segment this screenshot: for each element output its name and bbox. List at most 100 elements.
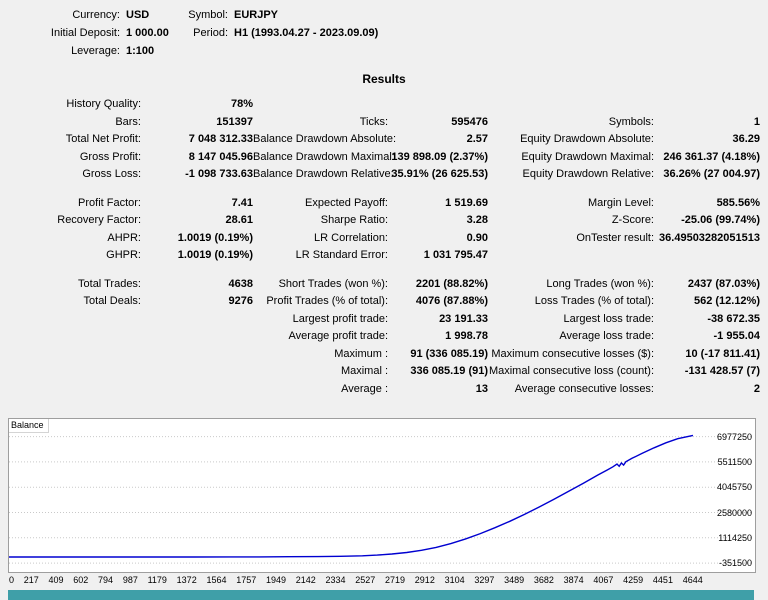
- stat-label: Maximal consecutive loss (count):: [488, 365, 654, 377]
- stat-label: Gross Profit:: [79, 150, 141, 163]
- stat-label: Total Deals:: [83, 295, 141, 307]
- stat-value: 23 191.33: [439, 312, 488, 325]
- stat-label: Largest loss trade:: [563, 312, 655, 325]
- symbol-value: EURJPY: [234, 9, 279, 21]
- y-axis-label: 4045750: [716, 482, 752, 493]
- chart-bottom-strip: [8, 590, 754, 600]
- initial-deposit-label: Initial Deposit:: [50, 27, 120, 39]
- stat-label: Bars:: [115, 115, 141, 128]
- stat-value: 1 031 795.47: [423, 249, 488, 261]
- stat-label: [488, 96, 654, 114]
- stat-label: Average consecutive losses:: [514, 382, 654, 395]
- stat-label: Largest profit trade:: [292, 312, 388, 325]
- stat-value: 562 (12.12%): [693, 295, 760, 307]
- leverage-label: Leverage:: [71, 45, 120, 57]
- stat-value: 1 519.69: [445, 196, 488, 209]
- stat-value: 36.29: [732, 133, 760, 145]
- stat-label: OnTester result:: [576, 231, 654, 244]
- spacer-row: [8, 184, 760, 195]
- stat-label: Sharpe Ratio:: [320, 214, 388, 226]
- stat-label: Balance Drawdown Absolute:: [253, 133, 397, 145]
- stat-label: Z-Score:: [611, 214, 654, 226]
- stat-value: 28.61: [225, 214, 253, 226]
- results-stats-table: History Quality: 78% Bars: 151397 Ticks: 5954…: [8, 96, 760, 398]
- x-axis-label: 602: [73, 575, 89, 585]
- stat-label: Ticks:: [359, 115, 388, 128]
- results-title: Results: [362, 72, 406, 86]
- stat-value: 4076 (87.88%): [415, 295, 488, 307]
- stat-value: 0.90: [466, 231, 488, 244]
- stat-label: Short Trades (won %):: [278, 277, 388, 290]
- x-axis-label: 4259: [623, 575, 644, 585]
- stat-value: 4638: [228, 277, 253, 290]
- balance-curve: [9, 434, 753, 564]
- x-axis-label: 1372: [176, 575, 197, 585]
- test-settings: Currency: USD Symbol: EURJPY Initial Dep…: [8, 6, 760, 60]
- initial-deposit-value: 1 000.00: [126, 27, 169, 39]
- stat-label: [8, 363, 141, 381]
- stat-label: Equity Drawdown Absolute:: [520, 133, 654, 145]
- x-axis-label: 409: [48, 575, 64, 585]
- stat-label: Maximal :: [340, 365, 388, 377]
- x-axis-label: 0: [9, 575, 15, 585]
- stat-value: -38 672.35: [707, 312, 760, 325]
- stat-label: Maximum consecutive losses ($):: [491, 347, 654, 360]
- stat-value: -131 428.57 (7): [684, 365, 760, 377]
- stat-value: -1 955.04: [713, 330, 760, 342]
- stat-label: Symbols:: [608, 115, 654, 128]
- stat-label: [8, 381, 141, 399]
- stat-label: Recovery Factor:: [57, 214, 141, 226]
- period-label: Period:: [193, 27, 228, 39]
- x-axis-label: 2527: [355, 575, 376, 585]
- stat-label: Average :: [341, 382, 388, 395]
- stat-value: 13: [475, 382, 488, 395]
- stat-value: [141, 311, 253, 329]
- stat-value: 1: [753, 115, 760, 128]
- x-axis-label: 1179: [147, 575, 167, 585]
- stat-label: Loss Trades (% of total):: [534, 295, 654, 307]
- stat-label: AHPR:: [107, 231, 141, 244]
- balance-chart-plot[interactable]: Balance 6977250 5511500 4045750 2580000 1114…: [8, 418, 756, 573]
- x-axis-label: 987: [122, 575, 138, 585]
- stat-value: 2.57: [466, 133, 488, 145]
- stat-value: 2: [753, 382, 760, 395]
- stat-label: Maximum :: [334, 347, 388, 360]
- stat-label: Average profit trade:: [288, 330, 388, 342]
- stat-value: -1 098 733.63: [185, 168, 253, 180]
- x-axis-label: 2142: [295, 575, 316, 585]
- currency-value: USD: [126, 9, 150, 21]
- x-axis-label: 3297: [474, 575, 495, 585]
- stat-label: Balance Drawdown Maximal:: [253, 150, 395, 163]
- x-axis-label: 3489: [504, 575, 525, 585]
- stat-label: Equity Drawdown Relative:: [522, 168, 654, 180]
- stat-value: 1.0019 (0.19%): [177, 249, 253, 261]
- stat-value: [654, 96, 760, 114]
- stat-value: 7.41: [231, 196, 253, 209]
- stat-label: [253, 96, 388, 114]
- y-axis-label: 2580000: [716, 507, 752, 518]
- stat-value: [141, 363, 253, 381]
- stat-label: Expected Payoff:: [305, 196, 388, 209]
- stat-label: Average loss trade:: [559, 330, 654, 342]
- stat-value: 151397: [216, 115, 253, 128]
- stat-value: 2437 (87.03%): [687, 277, 760, 290]
- stat-value: 3.28: [466, 214, 488, 226]
- stat-value: [141, 346, 253, 364]
- stat-label: [8, 328, 141, 346]
- stat-value: 9276: [228, 295, 253, 307]
- stat-label: [8, 346, 141, 364]
- currency-label: Currency:: [72, 9, 120, 21]
- leverage-value: 1:100: [126, 45, 155, 57]
- stat-label: Gross Loss:: [82, 168, 141, 180]
- x-axis-label: 1564: [206, 575, 227, 585]
- stat-value: 1.0019 (0.19%): [177, 231, 253, 244]
- stat-label: Profit Factor:: [78, 196, 141, 209]
- stat-value: 139 898.09 (2.37%): [391, 150, 488, 163]
- y-axis-label: 6977250: [716, 431, 752, 442]
- balance-series-label: Balance: [9, 419, 49, 433]
- stat-value: 78%: [230, 98, 253, 110]
- stat-label: Balance Drawdown Relative:: [253, 168, 394, 180]
- x-axis-label: 3874: [563, 575, 584, 585]
- stat-value: 36.26% (27 004.97): [663, 168, 760, 180]
